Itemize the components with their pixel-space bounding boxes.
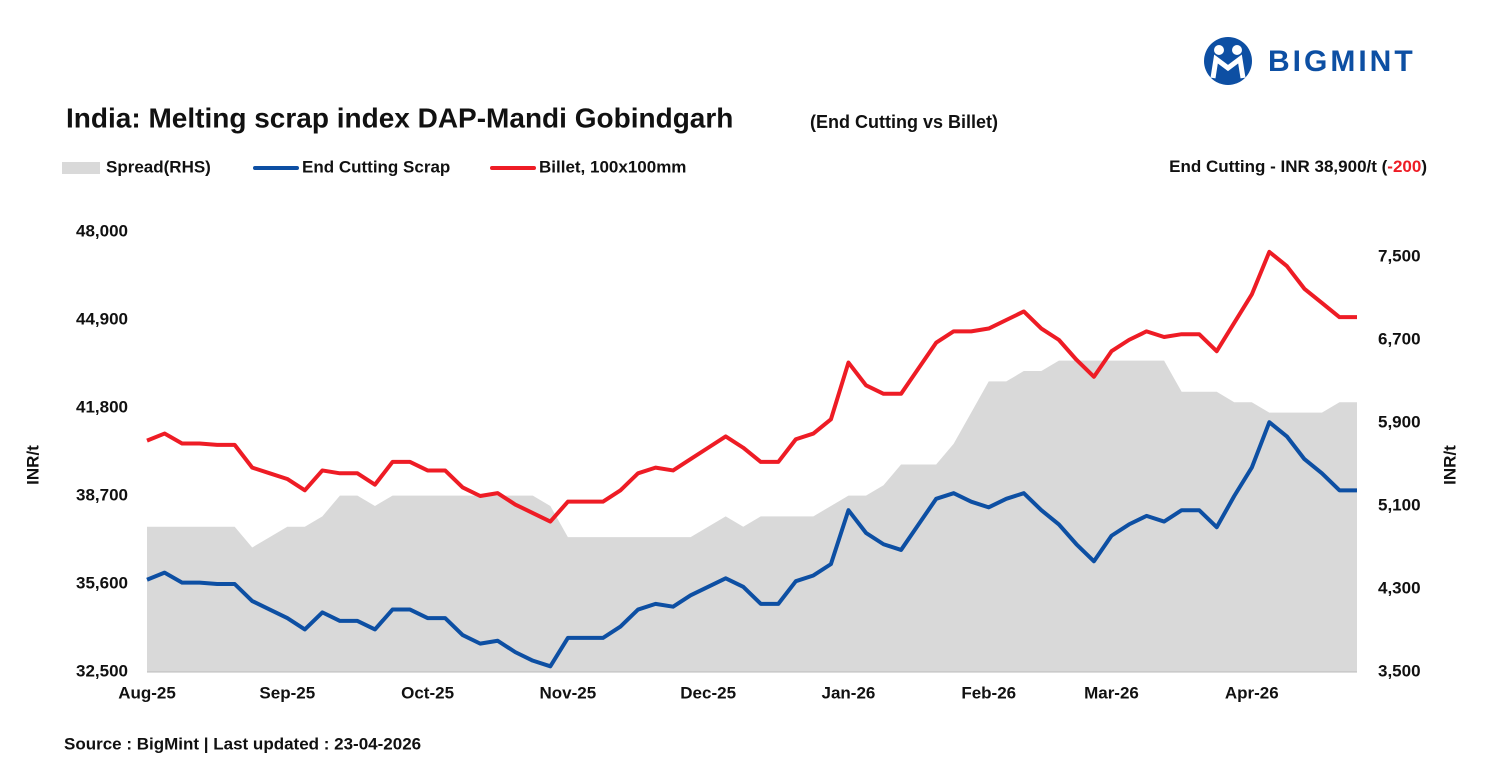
y-tick-label: 38,700 [76, 485, 128, 504]
logo-icon [1204, 37, 1252, 85]
x-tick-label: Feb-26 [961, 683, 1016, 702]
x-tick-label: Aug-25 [118, 683, 176, 702]
y2-tick-label: 5,900 [1378, 412, 1421, 431]
y2-tick-label: 5,100 [1378, 495, 1421, 514]
y-tick-label: 32,500 [76, 661, 128, 680]
y-tick-label: 35,600 [76, 573, 128, 592]
annotation-change: -200 [1387, 157, 1421, 176]
x-tick-label: Nov-25 [540, 683, 597, 702]
spread-area [147, 360, 1357, 672]
y2-tick-label: 7,500 [1378, 246, 1421, 265]
x-tick-label: Oct-25 [401, 683, 454, 702]
x-tick-label: Mar-26 [1084, 683, 1139, 702]
x-tick-label: Apr-26 [1225, 683, 1279, 702]
annotation-text: End Cutting - INR 38,900/t ( [1169, 157, 1388, 176]
chart-title: India: Melting scrap index DAP-Mandi Gob… [66, 102, 733, 133]
y2-tick-label: 3,500 [1378, 661, 1421, 680]
chart-subtitle: (End Cutting vs Billet) [810, 112, 998, 132]
source: Source : BigMint | Last updated : 23-04-… [64, 734, 421, 753]
legend-label: Spread(RHS) [106, 157, 211, 176]
series-line [146, 249, 1357, 524]
y2-axis-label: INR/t [1440, 445, 1459, 485]
y2-tick-label: 4,300 [1378, 578, 1421, 597]
y-tick-label: 41,800 [76, 397, 128, 416]
y-tick-label: 48,000 [76, 221, 128, 240]
y-tick-label: 44,900 [76, 309, 128, 328]
x-tick-label: Jan-26 [822, 683, 876, 702]
y-axis-label: INR/t [23, 445, 42, 485]
x-tick-label: Sep-25 [259, 683, 315, 702]
legend-swatch [62, 162, 100, 174]
logo-text: BIGMINT [1268, 45, 1416, 78]
legend-label: Billet, 100x100mm [539, 157, 686, 176]
y2-tick-label: 6,700 [1378, 329, 1421, 348]
legend-label: End Cutting Scrap [302, 157, 450, 176]
x-tick-label: Dec-25 [680, 683, 736, 702]
annotation: End Cutting - INR 38,900/t (-200) [1169, 157, 1427, 176]
annotation-close: ) [1421, 157, 1427, 176]
series-line [146, 420, 1357, 669]
